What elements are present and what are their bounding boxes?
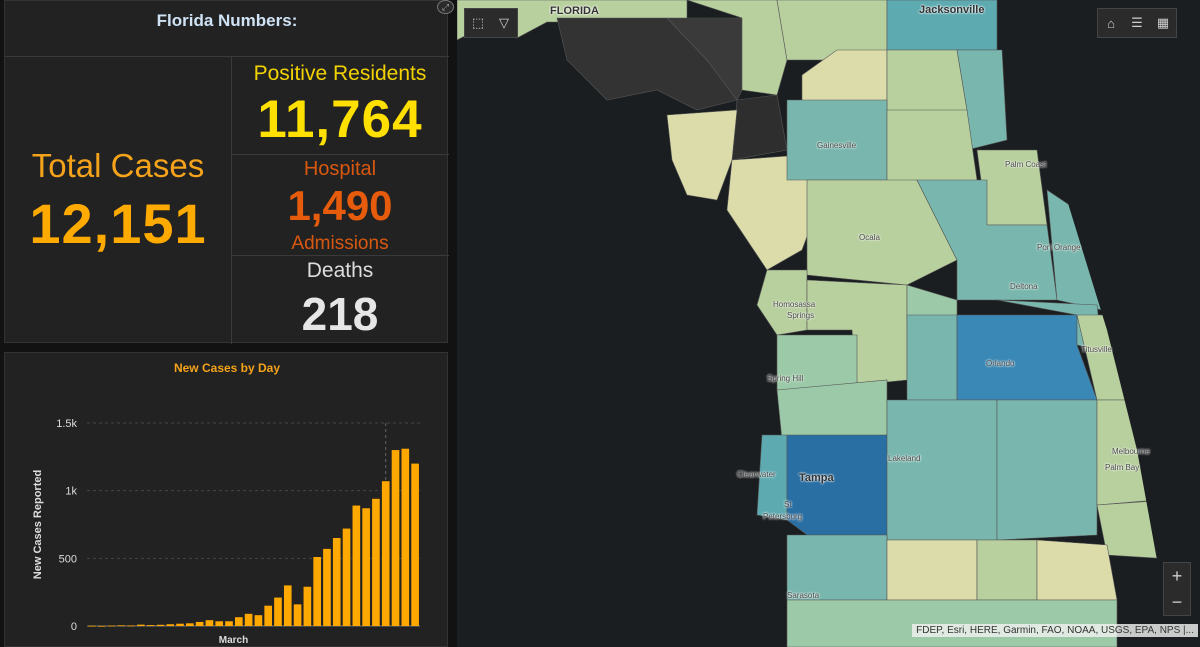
map-label: Springs: [787, 311, 815, 320]
map-label: Palm Bay: [1105, 463, 1140, 472]
bar: [97, 625, 106, 627]
bar: [176, 623, 184, 626]
bar: [234, 617, 243, 626]
map-label: Titusville: [1081, 345, 1112, 354]
map-label: Orlando: [986, 359, 1015, 368]
map-tools: ⬚ ▽: [464, 8, 518, 38]
map-label: Clearwater: [737, 470, 776, 479]
map-label: Lakeland: [888, 454, 921, 463]
bar: [381, 481, 390, 626]
bar: [254, 615, 263, 626]
basemap-gallery-icon[interactable]: ▦: [1156, 15, 1170, 30]
divider: [231, 154, 449, 155]
map-label: Palm Coast: [1005, 160, 1047, 169]
home-icon[interactable]: ⌂: [1107, 15, 1115, 31]
bar: [264, 605, 273, 626]
new-cases-bar-chart: 0 500 1k 1.5k March New Cases Reported: [32, 418, 420, 646]
divider: [231, 56, 232, 344]
map-label: Spring Hill: [767, 374, 804, 383]
map-label: Jacksonville: [919, 4, 985, 16]
x-axis-label: March: [219, 635, 248, 646]
bar: [362, 508, 370, 626]
bar: [127, 625, 135, 627]
bar: [323, 548, 331, 626]
bar: [332, 538, 341, 626]
bar: [166, 624, 175, 626]
map-widgets: ⌂ ☰ ▦: [1097, 8, 1177, 38]
map-label: Gainesville: [817, 141, 857, 150]
panel-title: Florida Numbers:: [156, 11, 298, 30]
bar: [244, 613, 253, 626]
total-cases-value: 12,151: [29, 192, 207, 255]
expand-icon[interactable]: ⤢: [437, 0, 454, 14]
map-label: Deltona: [1010, 282, 1038, 291]
positive-residents-value: 11,764: [257, 90, 423, 149]
bar: [137, 624, 145, 626]
y-tick-label: 1k: [65, 486, 77, 498]
map-label: Melbourne: [1112, 447, 1150, 456]
hospital-label: Hospital: [303, 158, 377, 180]
y-axis-label: New Cases Reported: [32, 470, 44, 579]
select-icon[interactable]: ⬚: [471, 15, 485, 30]
legend-icon[interactable]: ☰: [1131, 15, 1143, 30]
florida-county-map[interactable]: FLORIDA Jacksonville Gainesville Palm Coast…: [457, 0, 1200, 647]
florida-numbers-panel: Florida Numbers: Total Cases 12,151 Posi…: [4, 0, 449, 344]
y-tick-label: 0: [71, 621, 77, 633]
bar: [107, 625, 116, 627]
bar: [391, 450, 400, 626]
bar: [372, 498, 380, 626]
bar: [186, 623, 194, 626]
bar: [156, 624, 165, 626]
bar: [205, 620, 214, 626]
bar: [195, 621, 204, 626]
y-tick-label: 1.5k: [56, 418, 77, 430]
bar: [293, 604, 302, 626]
divider: [231, 255, 449, 256]
zoom-in-button[interactable]: +: [1171, 565, 1183, 586]
bar: [215, 621, 224, 626]
map-label: Homosassa: [773, 300, 816, 309]
y-tick-label: 500: [59, 553, 77, 565]
map-label: Ocala: [859, 233, 880, 242]
map-label: Tampa: [799, 472, 834, 484]
map-label: Port Orange: [1037, 243, 1081, 252]
bar: [146, 625, 155, 626]
chevron-down-icon[interactable]: ▽: [499, 15, 509, 30]
map-label: Petersburg: [763, 512, 803, 521]
new-cases-chart-panel: New Cases by Day 0 500 1k 1.5k March New Case…: [4, 352, 448, 647]
bar: [117, 625, 126, 627]
bar: [411, 463, 419, 626]
bar: [303, 586, 312, 626]
county-polygons[interactable]: [457, 0, 1200, 647]
map-label: Sarasota: [787, 591, 820, 600]
bar: [225, 621, 233, 626]
total-cases-label: Total Cases: [31, 147, 205, 184]
map-label: FLORIDA: [550, 5, 599, 17]
bar: [88, 625, 96, 627]
admissions-label: Admissions: [291, 233, 389, 254]
hospital-admissions-value: 1,490: [287, 182, 393, 229]
positive-residents-label: Positive Residents: [253, 62, 427, 85]
deaths-value: 218: [301, 288, 379, 340]
bar: [342, 528, 351, 626]
map-label: St: [784, 500, 792, 509]
bar: [274, 597, 282, 626]
bar: [313, 556, 321, 626]
bar: [352, 505, 361, 626]
deaths-label: Deaths: [306, 259, 374, 282]
map-attribution[interactable]: FDEP, Esri, HERE, Garmin, FAO, NOAA, USG…: [912, 624, 1198, 637]
bar: [283, 585, 292, 626]
zoom-controls: + −: [1163, 562, 1191, 616]
chart-title: New Cases by Day: [173, 361, 281, 375]
divider: [5, 56, 449, 57]
bar: [401, 448, 410, 626]
zoom-out-button[interactable]: −: [1171, 591, 1183, 612]
